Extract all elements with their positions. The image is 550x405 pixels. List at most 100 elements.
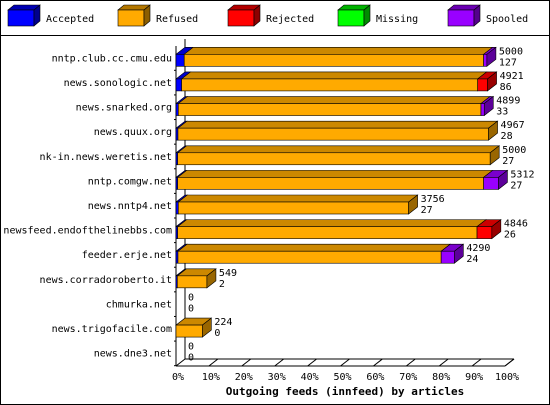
offered-label: 5000 [502,145,526,156]
bar-side [486,46,497,67]
x-tick [438,358,449,367]
x-tick-label: 0% [172,372,184,383]
bar [175,54,185,67]
legend-label: Accepted [46,14,94,25]
offered-label: 549 [219,268,237,279]
bar-side [488,120,498,141]
x-tick [208,358,219,367]
accepted-label: 27 [510,180,522,191]
x-tick [340,358,350,367]
bar-side [454,243,464,264]
y-tick-label: nntp.comgw.net [88,176,172,187]
bar-top [177,96,491,104]
bar [177,177,484,190]
x-tick-label: 20% [235,372,253,383]
x-tick-label: 70% [399,372,417,383]
y-tick-label: nntp.club.cc.cmu.edu [52,53,172,64]
legend-label: Spooled [486,14,528,25]
legend-swatch-right [253,4,261,27]
accepted-label: 24 [466,254,478,265]
x-tick-label: 90% [465,372,483,383]
accepted-label: 26 [504,230,516,241]
bar-side [489,145,500,166]
bar [177,226,478,239]
bar [440,250,455,264]
bar [476,226,493,239]
bar [183,54,484,67]
bar [483,177,499,190]
y-tick-label: news.sonologic.net [64,78,172,89]
x-tick [274,358,285,367]
y-tick-label: nk-in.news.weretis.net [40,152,172,163]
bar [477,78,488,92]
bar [178,201,409,215]
accepted-label: 27 [421,205,433,216]
bar [480,103,485,116]
bar [175,103,179,116]
x-tick-label: 30% [268,372,286,383]
bar [175,201,179,215]
bar-side [483,95,494,117]
accepted-label: 27 [502,156,514,167]
bar-top [176,219,487,227]
legend-swatch [117,9,145,27]
offered-label: 4921 [500,71,524,82]
bar-top [176,145,501,154]
legend-swatch [227,9,255,27]
offered-label: 5312 [510,169,534,180]
x-tick [405,358,416,367]
y-tick-label: news.snarked.org [76,103,172,114]
offered-label: 4290 [466,243,490,254]
x-tick [471,358,482,367]
bar-top [177,194,419,203]
legend-swatch [7,9,35,27]
bar-top [180,71,488,80]
x-tick [175,358,186,367]
offered-label: 3756 [421,194,445,205]
offered-label: 0 [188,342,194,353]
legend-swatch [447,9,475,27]
x-tick [307,358,317,367]
legend-swatch-right [33,4,41,27]
accepted-label: 86 [500,82,512,93]
accepted-label: 127 [499,57,517,68]
accepted-label: 28 [501,131,513,142]
y-tick-label: news.trigofacile.com [52,324,172,335]
legend-label: Rejected [266,14,314,25]
bar [177,152,491,166]
bar-side [202,317,212,338]
accepted-label: 2 [219,279,225,290]
legend-label: Missing [376,14,418,25]
legend-label: Refused [156,14,198,25]
bar [181,78,478,92]
x-tick-label: 50% [333,372,351,383]
x-tick-label: 10% [202,372,220,383]
y-tick-label: news.dne3.net [94,349,172,360]
offered-label: 5000 [499,46,523,57]
bar-top [176,170,494,178]
chart-title: Outgoing feeds (innfeed) by articles [226,385,464,398]
x-tick-label: 100% [495,372,519,383]
legend-swatch-right [473,4,481,27]
y-tick-label: news.nntp4.net [88,201,172,212]
offered-label: 0 [188,292,194,303]
bar-side [487,71,497,92]
bar [177,127,489,141]
offered-label: 4846 [504,219,528,230]
bar-side [491,219,502,240]
accepted-label: 33 [496,107,508,118]
x-tick-label: 60% [366,372,384,383]
y-tick-label: feeder.erje.net [82,250,172,261]
bar [483,54,488,67]
offered-label: 4967 [501,120,525,131]
bar-side [206,268,217,289]
y-tick-label: newsfeed.endofthelinebbs.com [3,226,172,237]
y-tick-label: chmurka.net [106,299,172,310]
bar-top [177,243,452,252]
x-tick [504,358,515,367]
accepted-label: 0 [188,353,194,364]
x-tick-label: 80% [432,372,450,383]
offered-label: 4899 [496,96,520,107]
y-tick-label: news.corradoroberto.it [40,275,172,286]
